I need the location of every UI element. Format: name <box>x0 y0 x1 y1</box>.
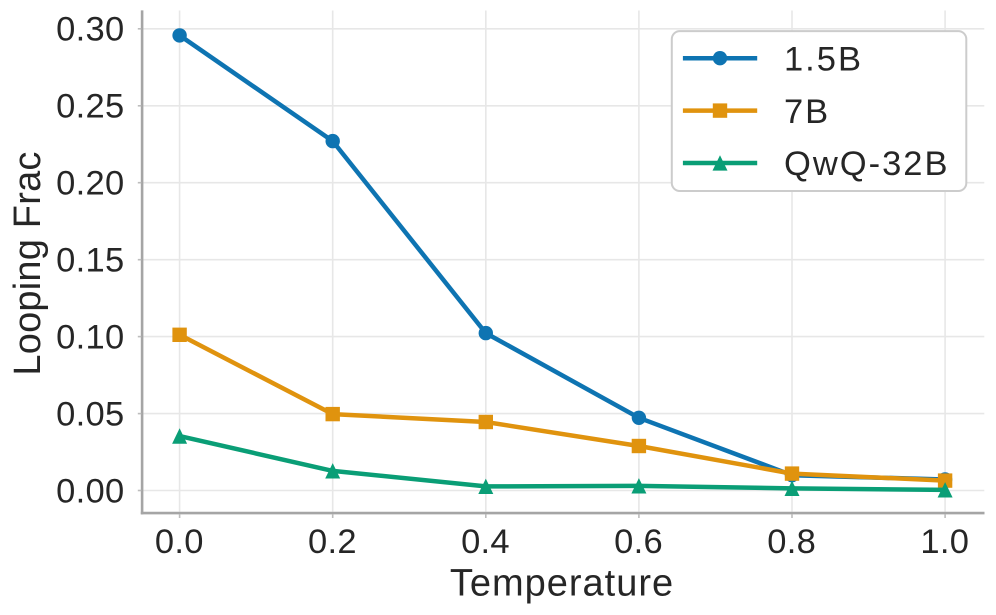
svg-text:QwQ-32B: QwQ-32B <box>784 145 949 183</box>
svg-text:0.6: 0.6 <box>614 523 663 561</box>
svg-text:0.00: 0.00 <box>56 472 124 510</box>
svg-text:0.15: 0.15 <box>56 242 124 280</box>
svg-text:0.0: 0.0 <box>155 523 204 561</box>
svg-text:0.05: 0.05 <box>56 395 124 433</box>
svg-text:0.8: 0.8 <box>767 523 816 561</box>
svg-text:0.30: 0.30 <box>56 11 124 49</box>
svg-text:1.0: 1.0 <box>920 523 969 561</box>
svg-text:Temperature: Temperature <box>450 563 674 605</box>
svg-text:0.4: 0.4 <box>461 523 510 561</box>
svg-text:0.2: 0.2 <box>308 523 357 561</box>
svg-text:7B: 7B <box>784 93 830 131</box>
svg-text:0.10: 0.10 <box>56 318 124 356</box>
svg-text:1.5B: 1.5B <box>784 40 863 78</box>
svg-text:Looping Frac: Looping Frac <box>7 151 49 375</box>
svg-text:0.25: 0.25 <box>56 88 124 126</box>
svg-text:0.20: 0.20 <box>56 165 124 203</box>
